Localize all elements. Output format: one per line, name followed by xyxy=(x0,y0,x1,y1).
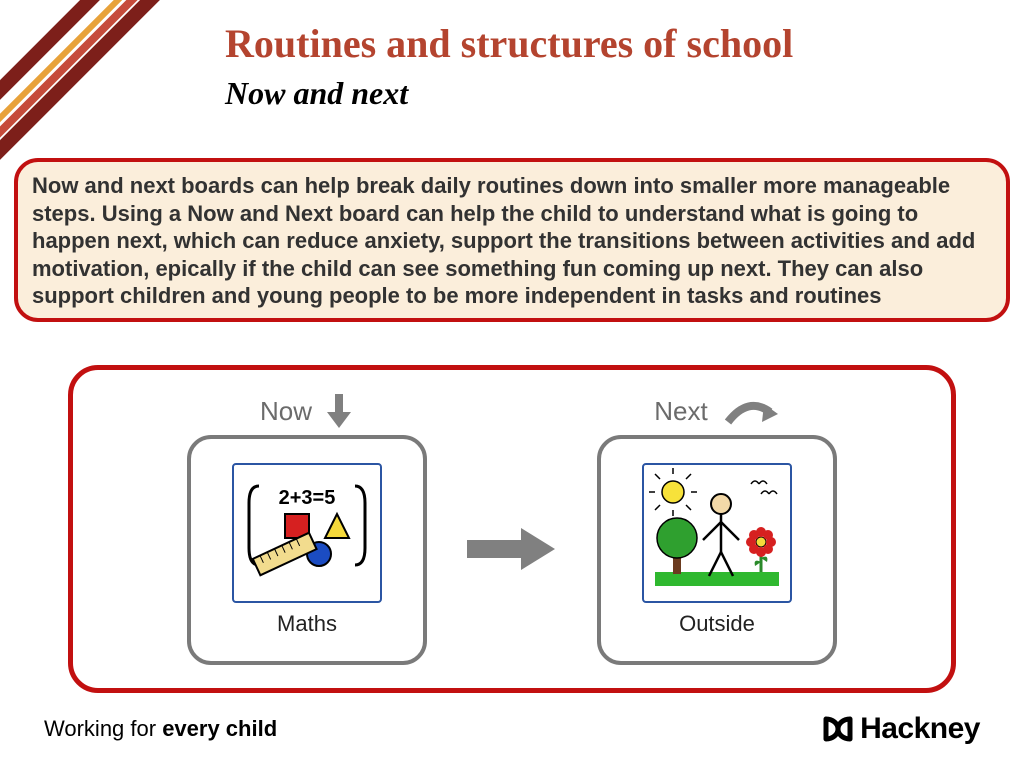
slide-header: Routines and structures of school Now an… xyxy=(225,20,1004,112)
arrow-right-icon xyxy=(467,524,557,574)
next-label-row: Next xyxy=(654,393,779,429)
arrow-between xyxy=(467,524,557,574)
info-text: Now and next boards can help break daily… xyxy=(32,173,975,308)
now-label-row: Now xyxy=(260,393,354,429)
next-label: Next xyxy=(654,396,707,427)
arrow-down-icon xyxy=(324,394,354,428)
next-card: Outside xyxy=(597,435,837,665)
equation-text: 2+3=5 xyxy=(279,487,336,509)
corner-stripes-icon xyxy=(0,0,215,175)
brand-logo: Hackney xyxy=(822,712,980,746)
arrow-curve-icon xyxy=(720,394,780,428)
footer-left-bold: every child xyxy=(162,716,277,741)
now-column: Now 2+3=5 xyxy=(187,393,427,665)
slide-subtitle: Now and next xyxy=(225,75,1004,112)
footer-left-plain: Working for xyxy=(44,716,162,741)
next-column: Next xyxy=(597,393,837,665)
next-picture xyxy=(642,463,792,603)
info-box: Now and next boards can help break daily… xyxy=(14,158,1010,322)
now-label: Now xyxy=(260,396,312,427)
slide-footer: Working for every child Hackney xyxy=(44,712,980,746)
now-picture: 2+3=5 xyxy=(232,463,382,603)
now-caption: Maths xyxy=(277,611,337,637)
now-next-board: Now 2+3=5 xyxy=(68,365,956,693)
now-card: 2+3=5 xyxy=(187,435,427,665)
hackney-icon xyxy=(822,715,854,743)
footer-tagline: Working for every child xyxy=(44,716,277,742)
brand-text: Hackney xyxy=(860,712,980,746)
next-caption: Outside xyxy=(679,611,755,637)
slide-title: Routines and structures of school xyxy=(225,20,1004,67)
